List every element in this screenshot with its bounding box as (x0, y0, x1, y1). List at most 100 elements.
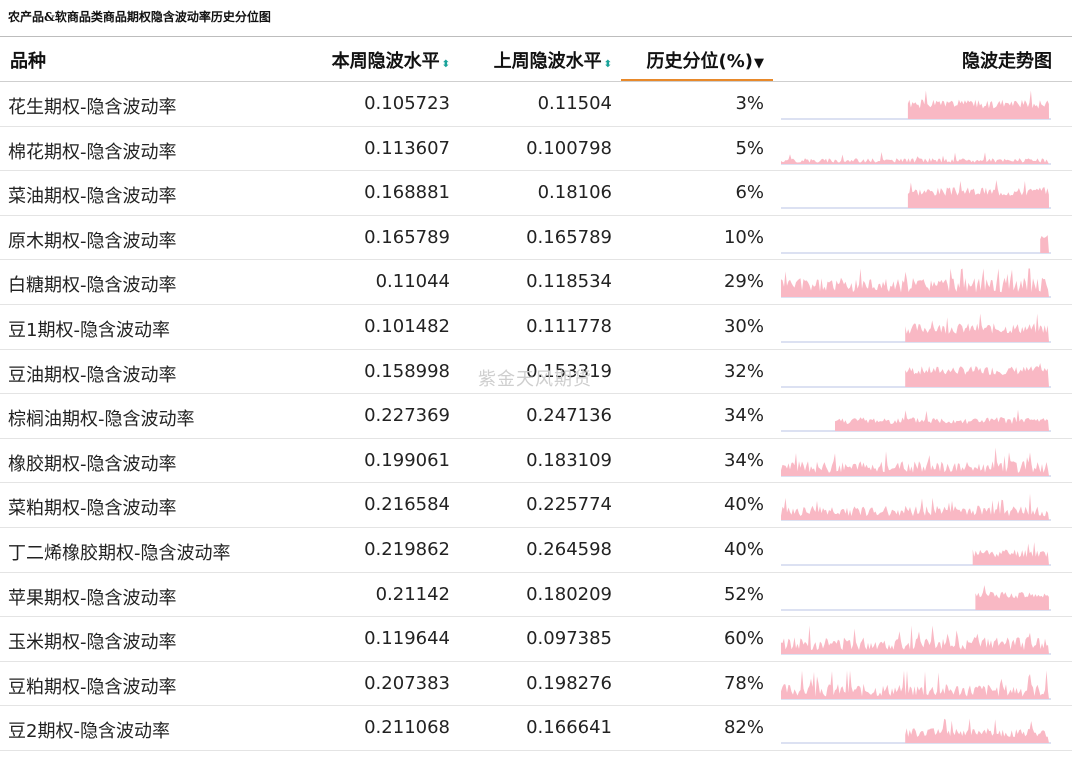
sort-both-icon[interactable]: ⬍ (441, 59, 450, 70)
iv-sparkline (781, 718, 1051, 744)
table-row[interactable]: 豆粕期权-隐含波动率 0.207383 0.198276 78% (0, 662, 1072, 707)
sparkline-area (781, 493, 1049, 521)
current-iv-value: 0.158998 (364, 360, 450, 382)
table-row[interactable]: 棕榈油期权-隐含波动率 0.227369 0.247136 34% (0, 394, 1072, 439)
current-iv-value: 0.199061 (364, 449, 450, 471)
table-row[interactable]: 丁二烯橡胶期权-隐含波动率 0.219862 0.264598 40% (0, 528, 1072, 573)
sort-both-icon[interactable]: ⬍ (603, 59, 612, 70)
iv-sparkline (781, 234, 1051, 254)
variety-name: 豆粕期权-隐含波动率 (8, 676, 177, 698)
column-header-previous-label: 上周隐波水平 (493, 51, 602, 72)
current-iv-value: 0.101482 (364, 315, 450, 337)
current-iv-value: 0.216584 (364, 494, 450, 516)
iv-sparkline (781, 313, 1051, 343)
sparkline-area (781, 670, 1049, 699)
historical-percentile-value: 52% (723, 583, 764, 605)
iv-sparkline (781, 90, 1051, 120)
historical-percentile-value: 30% (723, 315, 764, 337)
active-sort-underline (621, 79, 773, 82)
previous-iv-value: 0.097385 (526, 628, 612, 650)
variety-name: 豆2期权-隐含波动率 (8, 721, 170, 743)
current-iv-value: 0.165789 (364, 226, 450, 248)
table-header: 品种 本周隐波水平 ⬍ 上周隐波水平 ⬍ 历史分位(%)▼ 隐波走势图 (0, 37, 1072, 82)
variety-name: 玉米期权-隐含波动率 (8, 632, 177, 654)
table-row[interactable]: 白糖期权-隐含波动率 0.11044 0.118534 29% (0, 260, 1072, 305)
column-header-current-label: 本周隐波水平 (331, 51, 440, 72)
previous-iv-value: 0.111778 (526, 315, 612, 337)
column-header-previous[interactable]: 上周隐波水平 ⬍ (494, 47, 612, 73)
historical-percentile-value: 6% (735, 182, 764, 204)
column-header-current[interactable]: 本周隐波水平 ⬍ (332, 47, 450, 73)
previous-iv-value: 0.225774 (526, 494, 612, 516)
iv-sparkline (781, 362, 1051, 388)
variety-name: 丁二烯橡胶期权-隐含波动率 (8, 542, 231, 564)
column-header-percentile-label: 历史分位(%) (646, 51, 754, 72)
sparkline-area (835, 409, 1049, 432)
current-iv-value: 0.105723 (364, 93, 450, 114)
table-row[interactable]: 豆2期权-隐含波动率 0.211068 0.166641 82% (0, 706, 1072, 751)
historical-percentile-value: 78% (723, 672, 764, 694)
current-iv-value: 0.227369 (364, 405, 450, 427)
historical-percentile-value: 40% (723, 494, 764, 516)
previous-iv-value: 0.198276 (526, 672, 612, 694)
variety-name: 棕榈油期权-隐含波动率 (8, 409, 195, 431)
current-iv-value: 0.207383 (364, 672, 450, 694)
sparkline-area (781, 447, 1049, 476)
variety-name: 豆油期权-隐含波动率 (8, 364, 177, 386)
previous-iv-value: 0.118534 (526, 271, 612, 293)
current-iv-value: 0.113607 (364, 137, 450, 159)
variety-name: 棉花期权-隐含波动率 (8, 141, 177, 163)
previous-iv-value: 0.264598 (526, 538, 612, 560)
table-row[interactable]: 原木期权-隐含波动率 0.165789 0.165789 10% (0, 216, 1072, 261)
table-row[interactable]: 棉花期权-隐含波动率 0.113607 0.100798 5% (0, 127, 1072, 172)
table-row[interactable]: 玉米期权-隐含波动率 0.119644 0.097385 60% (0, 617, 1072, 662)
table-body: 花生期权-隐含波动率 0.105723 0.11504 3% 棉花期权-隐含波动率 0.1… (0, 82, 1072, 751)
iv-sparkline (781, 670, 1051, 700)
column-header-variety[interactable]: 品种 (10, 51, 46, 72)
table-row[interactable]: 菜油期权-隐含波动率 0.168881 0.18106 6% (0, 171, 1072, 216)
historical-percentile-value: 40% (723, 538, 764, 560)
sparkline-area (905, 718, 1049, 744)
sparkline-area (781, 625, 1049, 655)
watermark: 紫金天风期货 (478, 369, 592, 390)
variety-name: 苹果期权-隐含波动率 (8, 587, 177, 609)
iv-sparkline (781, 493, 1051, 521)
variety-name: 橡胶期权-隐含波动率 (8, 453, 177, 475)
sparkline-area (907, 180, 1049, 209)
table-row[interactable]: 豆1期权-隐含波动率 0.101482 0.111778 30% (0, 305, 1072, 350)
table-row[interactable]: 花生期权-隐含波动率 0.105723 0.11504 3% (0, 82, 1072, 127)
iv-sparkline (781, 180, 1051, 209)
current-iv-value: 0.168881 (364, 182, 450, 204)
historical-percentile-value: 34% (723, 405, 764, 427)
current-iv-value: 0.219862 (364, 538, 450, 560)
previous-iv-value: 0.183109 (526, 449, 612, 471)
previous-iv-value: 0.247136 (526, 405, 612, 427)
variety-name: 原木期权-隐含波动率 (8, 230, 177, 252)
table-row[interactable]: 苹果期权-隐含波动率 0.21142 0.180209 52% (0, 573, 1072, 618)
sparkline-area (907, 90, 1049, 119)
historical-percentile-value: 34% (723, 449, 764, 471)
header-divider (0, 81, 1072, 82)
table-row[interactable]: 菜粕期权-隐含波动率 0.216584 0.225774 40% (0, 483, 1072, 528)
sparkline-area (975, 584, 1049, 610)
variety-name: 豆1期权-隐含波动率 (8, 319, 170, 341)
previous-iv-value: 0.180209 (526, 583, 612, 605)
chart-title: 农产品&软商品类商品期权隐含波动率历史分位图 (8, 10, 271, 24)
iv-sparkline (781, 542, 1051, 566)
variety-name: 菜粕期权-隐含波动率 (8, 498, 177, 520)
sort-desc-icon[interactable]: ▼ (754, 56, 764, 71)
previous-iv-value: 0.18106 (537, 182, 612, 204)
historical-percentile-value: 10% (723, 226, 764, 248)
sparkline-area (905, 313, 1049, 342)
current-iv-value: 0.211068 (364, 717, 450, 739)
sparkline-area (972, 542, 1049, 565)
iv-sparkline (781, 268, 1051, 298)
historical-percentile-value: 32% (723, 360, 764, 382)
current-iv-value: 0.21142 (375, 583, 450, 605)
iv-sparkline (781, 584, 1051, 611)
table-row[interactable]: 橡胶期权-隐含波动率 0.199061 0.183109 34% (0, 439, 1072, 484)
table-row[interactable]: 豆油期权-隐含波动率 0.158998 0.153319 32% (0, 350, 1072, 395)
current-iv-value: 0.119644 (364, 628, 450, 650)
previous-iv-value: 0.100798 (526, 137, 612, 159)
column-header-percentile[interactable]: 历史分位(%)▼ (647, 47, 765, 73)
